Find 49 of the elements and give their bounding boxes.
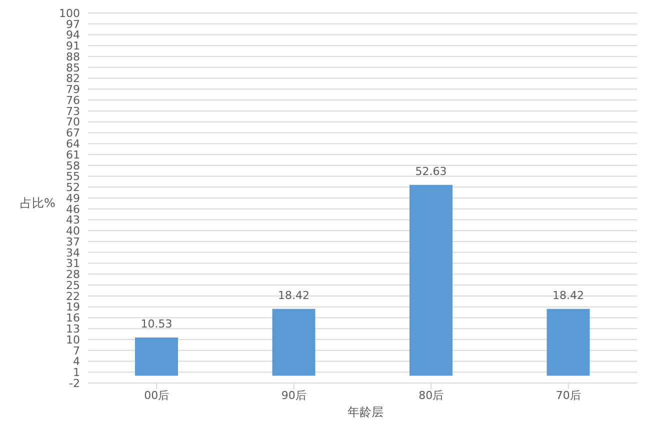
y-tick-label: 19	[66, 300, 80, 314]
y-tick-label: 58	[66, 159, 80, 172]
bar	[410, 184, 452, 376]
y-tick-label: 85	[66, 61, 80, 74]
y-tick-label: 49	[66, 192, 80, 205]
y-tick-label: 31	[66, 257, 80, 270]
y-tick-label: 67	[66, 126, 80, 140]
x-axis-title: 年龄层	[348, 405, 384, 419]
y-tick-label: 91	[66, 40, 80, 53]
bar	[272, 308, 316, 376]
y-tick-label: 97	[66, 18, 80, 31]
y-tick-label: 10	[66, 333, 80, 346]
data-label: 10.53	[140, 318, 172, 331]
y-tick-label: 1	[73, 366, 80, 380]
y-axis-title: 占比%	[20, 195, 56, 212]
y-tick-label: 25	[66, 278, 80, 292]
x-tick-label: 90后	[281, 388, 306, 402]
y-tick-label: 88	[66, 50, 80, 64]
y-tick-label: 7	[73, 344, 80, 358]
data-label: 52.63	[415, 164, 447, 178]
bar	[135, 338, 178, 376]
y-tick-label: 55	[66, 170, 80, 184]
y-tick-label: 43	[66, 214, 80, 227]
y-tick-label: 34	[66, 246, 80, 260]
bar	[546, 308, 590, 376]
y-tick-label: 73	[66, 104, 80, 118]
y-tick-label: 79	[66, 83, 80, 96]
y-tick-label: 82	[66, 72, 80, 86]
y-tick-label: 64	[66, 137, 80, 150]
y-tick-label: 37	[66, 235, 80, 248]
y-tick-label: 94	[66, 28, 80, 42]
y-tick-label: -2	[69, 376, 80, 390]
x-tick-label: 80后	[418, 388, 444, 402]
y-tick-label: 100	[59, 6, 80, 20]
data-label: 18.42	[552, 288, 584, 302]
y-tick-label: 28	[66, 268, 80, 282]
y-tick-label: 52	[66, 181, 80, 194]
y-tick-label: 40	[66, 224, 80, 238]
data-label: 18.42	[278, 288, 310, 302]
y-tick-label: 46	[66, 202, 80, 216]
y-tick-label: 61	[66, 148, 80, 162]
y-tick-label: 22	[66, 290, 80, 303]
y-tick-label: 13	[66, 322, 80, 336]
x-tick-label: 00后	[144, 388, 170, 402]
y-tick-label: 4	[73, 355, 80, 368]
y-tick-label: 70	[66, 116, 80, 129]
y-tick-label: 16	[66, 312, 80, 325]
y-tick-label: 76	[66, 94, 80, 107]
x-tick-label: 70后	[556, 388, 581, 402]
